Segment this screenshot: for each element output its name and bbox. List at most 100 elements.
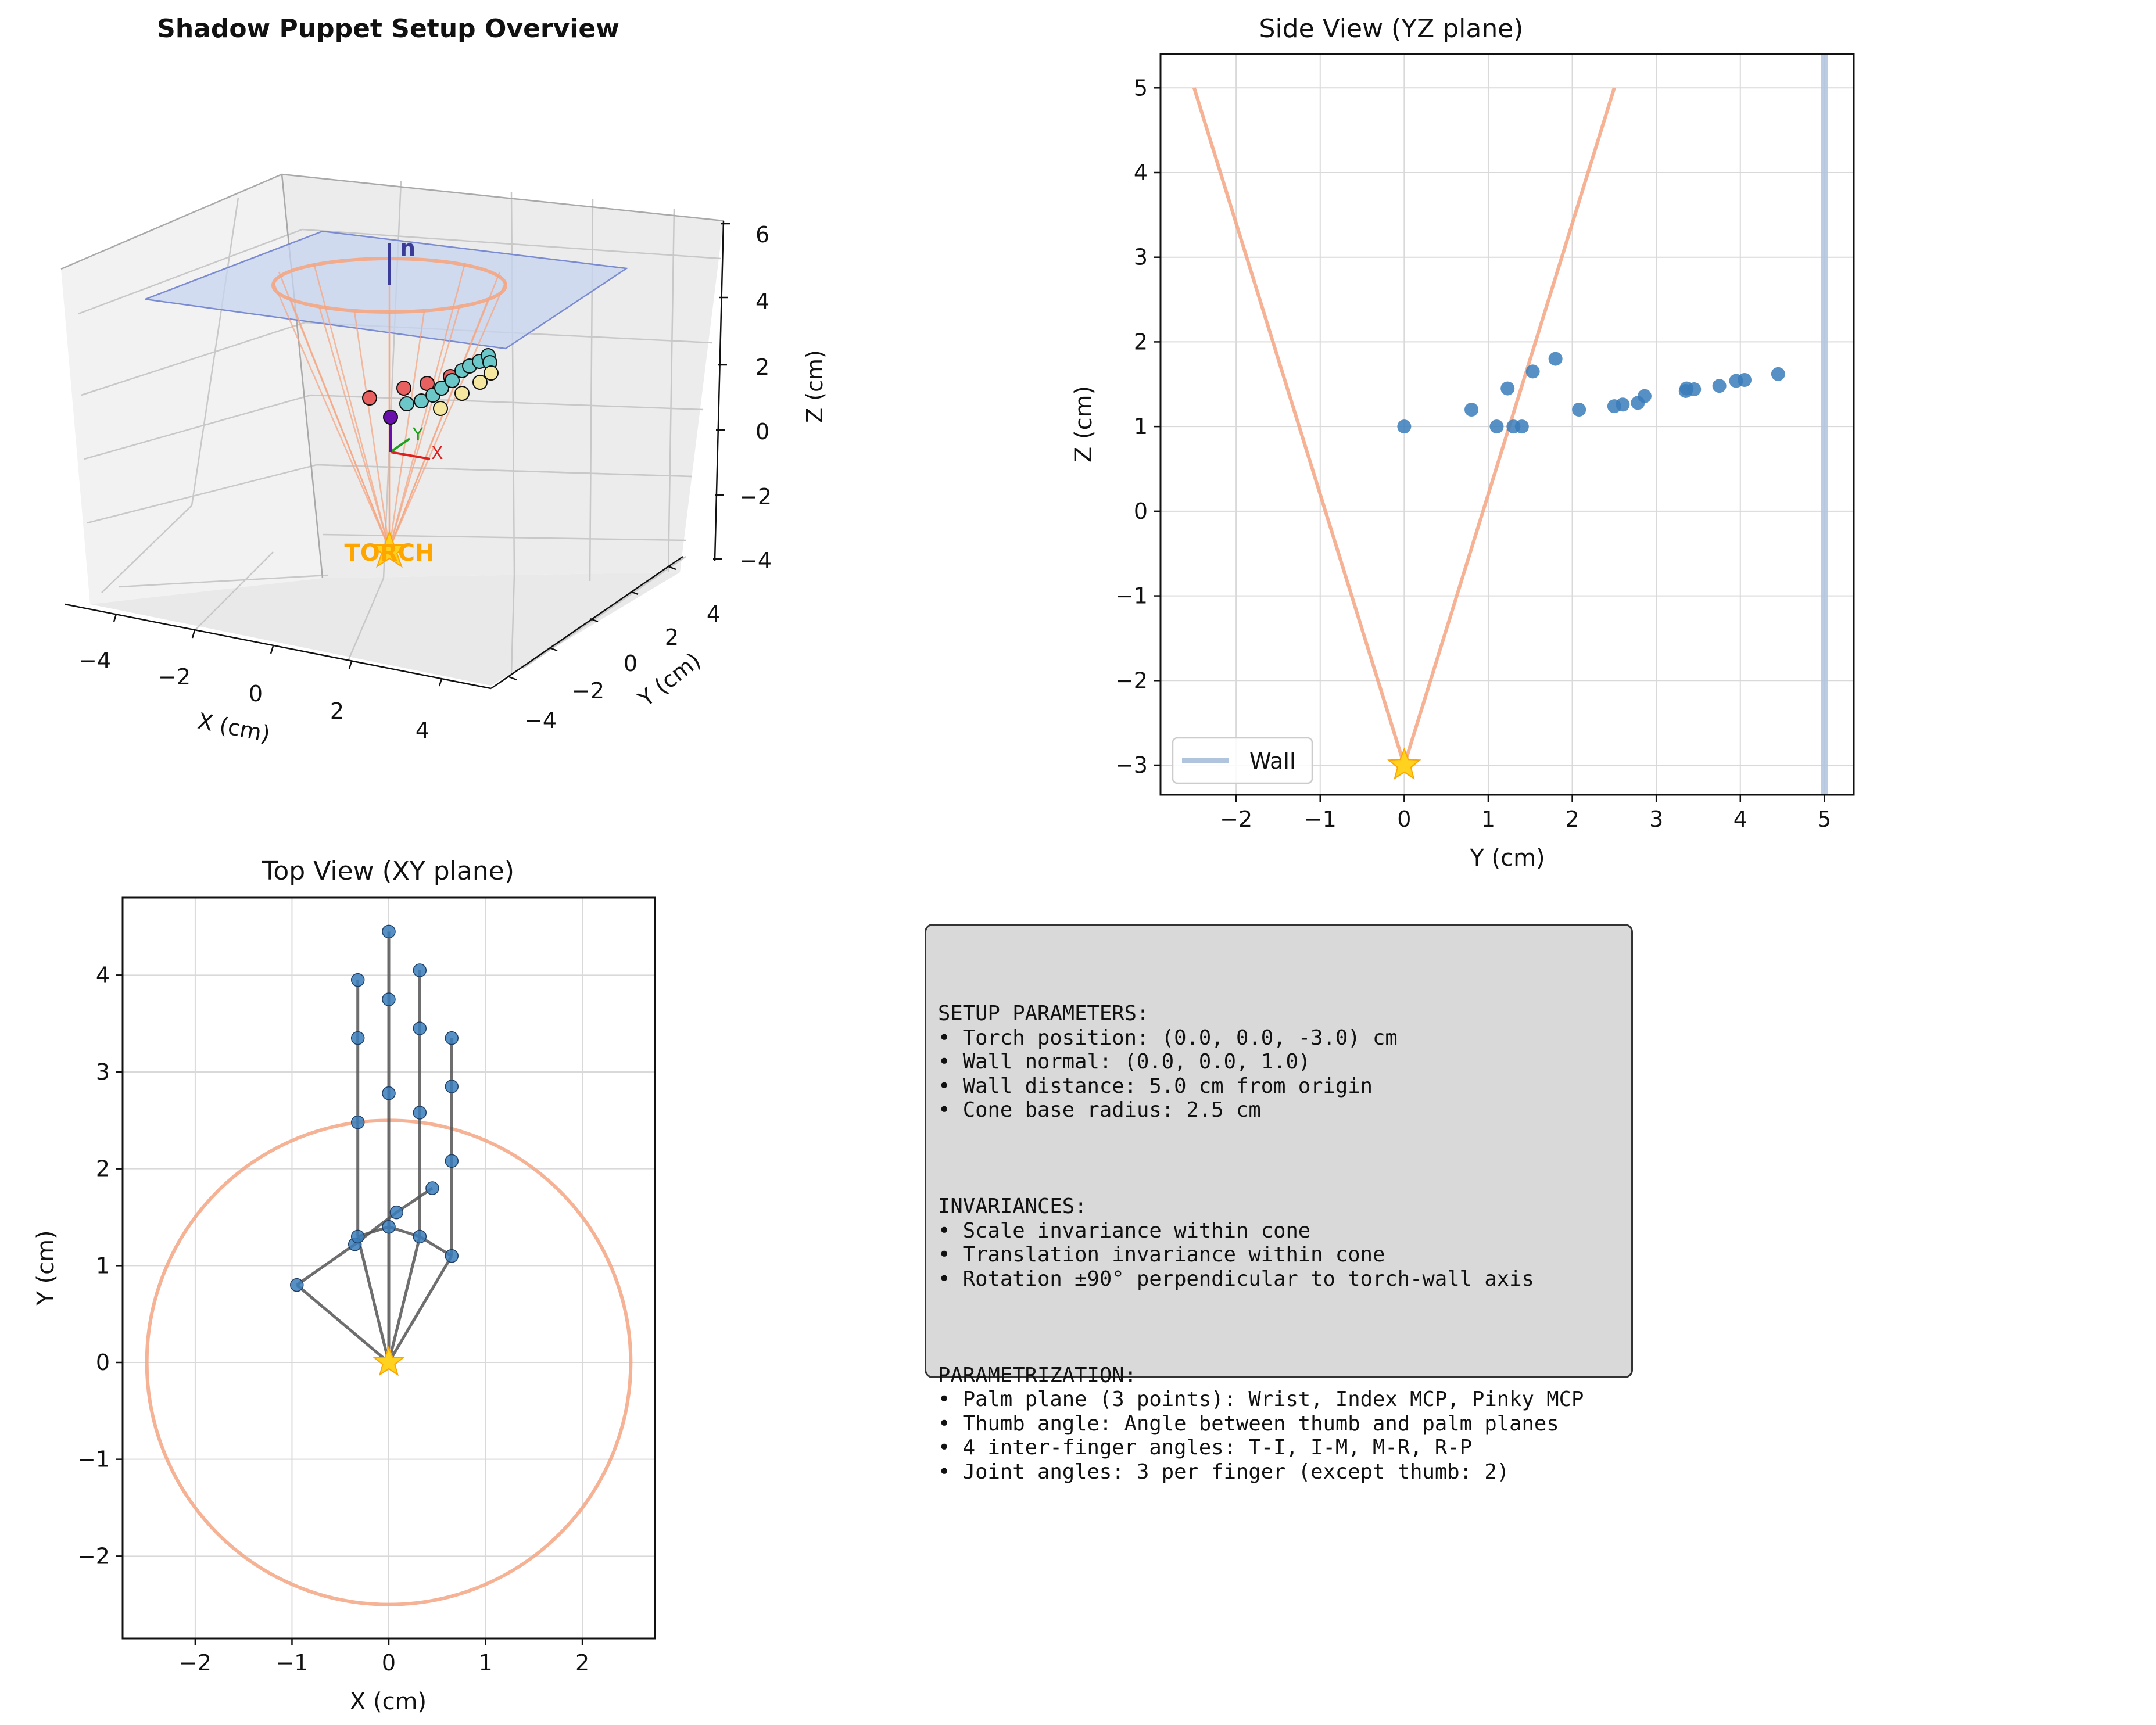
- joint-marker: [433, 401, 448, 416]
- y-tick-label: −2: [572, 678, 604, 704]
- joint-marker: [396, 381, 411, 396]
- joint-point: [1637, 389, 1652, 403]
- joint-point: [425, 1181, 439, 1195]
- joint-point: [350, 1229, 365, 1244]
- joint-point: [1500, 381, 1515, 396]
- joint-point: [1616, 397, 1630, 412]
- z-tick-label: 4: [755, 289, 769, 314]
- y-tick-label: 0: [624, 651, 638, 676]
- joint-point: [382, 924, 396, 939]
- joint-marker: [484, 365, 499, 381]
- side-view-y-label: Z (cm): [1070, 386, 1097, 462]
- y-tick-label: 2: [96, 1156, 110, 1182]
- info-text-box: SETUP PARAMETERS: • Torch position: (0.0,…: [925, 924, 1633, 1484]
- info-line: • Cone base radius: 2.5 cm: [938, 1098, 1261, 1122]
- info-line: • Rotation ±90° perpendicular to torch-w…: [938, 1267, 1534, 1291]
- y-tick-label: 0: [96, 1350, 110, 1375]
- y-tick-label: 3: [1134, 245, 1148, 270]
- x-tick-label: −2: [179, 1650, 212, 1676]
- skeleton-bone: [387, 1255, 453, 1364]
- joint-point: [1771, 367, 1785, 381]
- skeleton-bone: [356, 1236, 391, 1363]
- side-view-torch: [1387, 747, 1421, 780]
- legend-label: Wall: [1249, 748, 1296, 774]
- top-view-x-ticks: −2 −1 0 1 2: [179, 1638, 589, 1676]
- joint-point: [445, 1154, 459, 1168]
- top-view-title: Top View (XY plane): [262, 856, 514, 886]
- top-view-y-ticks: −2 −1 0 1 2 3 4: [77, 962, 123, 1569]
- joint-point: [350, 973, 365, 987]
- y-tick-label: −4: [524, 708, 557, 733]
- joint-marker: [434, 381, 449, 396]
- joint-point: [382, 1086, 396, 1100]
- x-ticks-3d: [113, 614, 443, 687]
- top-view-torch: [373, 1346, 405, 1376]
- local-x-axis: [390, 451, 431, 460]
- x-tick-label: −1: [275, 1650, 308, 1676]
- y-tick-label: 1: [1134, 414, 1148, 439]
- joint-point: [1548, 352, 1563, 366]
- skeleton-bone: [296, 1243, 356, 1286]
- info-line: • Wall normal: (0.0, 0.0, 1.0): [938, 1050, 1311, 1074]
- local-y-axis: [389, 437, 411, 453]
- joint-point: [445, 1031, 459, 1045]
- side-view-x-ticks: −2 −1 0 1 2 3 4 5: [1220, 795, 1831, 832]
- y-tick-label: 3: [96, 1059, 110, 1085]
- skeleton-bone: [296, 1283, 390, 1364]
- info-line: • Joint angles: 3 per finger (except thu…: [938, 1459, 1510, 1484]
- joint-marker: [362, 390, 377, 406]
- z-ticks-3d: [713, 223, 730, 560]
- x-tick-label: 2: [330, 698, 344, 724]
- joint-point: [413, 963, 427, 977]
- y-tick-label: 0: [1134, 499, 1148, 524]
- x-tick-label: −1: [1304, 806, 1337, 832]
- joint-point: [1464, 403, 1479, 417]
- info-line: • Translation invariance within cone: [938, 1243, 1385, 1267]
- y-axis-line: [490, 555, 683, 690]
- joint-marker: [399, 396, 414, 411]
- z-tick-label: 0: [755, 419, 769, 444]
- info-section-invariances: INVARIANCES: • Scale invariance within co…: [938, 1195, 1620, 1291]
- x-ticklabels-3d: −4 −2 0 2 4: [78, 648, 429, 743]
- top-view-points: [290, 924, 459, 1369]
- x-axis-line: [65, 603, 492, 690]
- x-tick-label: 1: [478, 1650, 492, 1676]
- info-heading: PARAMETRIZATION:: [938, 1363, 1137, 1387]
- torch-star: [373, 1346, 405, 1376]
- torch-star-3d: [368, 529, 411, 568]
- joint-point: [290, 1278, 304, 1292]
- y-tick-label: 4: [1134, 160, 1148, 185]
- joint-point: [382, 1220, 396, 1234]
- panel-3d-overview: Shadow Puppet Setup Overview: [60, 14, 828, 747]
- y-tick-label: 2: [665, 625, 679, 650]
- x-tick-label: 5: [1817, 806, 1831, 832]
- info-line: • Thumb angle: Angle between thumb and p…: [938, 1411, 1559, 1436]
- top-view-grid: [123, 898, 655, 1638]
- joint-point: [413, 1229, 427, 1244]
- info-line: • Wall distance: 5.0 cm from origin: [938, 1074, 1373, 1098]
- z-ticklabels-3d: 6 4 2 0 −2 −4: [739, 222, 772, 573]
- y-tick-label: −2: [1115, 668, 1148, 693]
- joint-marker: [383, 410, 398, 425]
- top-view-y-label: Y (cm): [33, 1230, 59, 1306]
- joint-point: [445, 1249, 459, 1263]
- joint-marker: [445, 373, 460, 388]
- y-ticklabels-3d: −4 −2 0 2 4: [524, 601, 721, 733]
- info-line: • Scale invariance within cone: [938, 1218, 1311, 1243]
- joint-point: [1397, 419, 1412, 434]
- joint-point: [413, 1021, 427, 1035]
- z-tick-label: 6: [755, 222, 769, 248]
- z-tick-label: 2: [755, 354, 769, 380]
- y-tick-label: 2: [1134, 329, 1148, 354]
- skeleton-bone: [387, 1236, 421, 1363]
- x-axis-label-3d: X (cm): [196, 708, 273, 747]
- y-tick-label: 5: [1134, 75, 1148, 101]
- y-ticks-3d: [508, 565, 676, 681]
- info-line: • Palm plane (3 points): Wrist, Index MC…: [938, 1387, 1584, 1411]
- joint-point: [350, 1031, 365, 1045]
- z-tick-label: −4: [739, 548, 772, 573]
- info-section-setup: SETUP PARAMETERS: • Torch position: (0.0,…: [938, 1002, 1620, 1122]
- x-tick-label: 2: [575, 1650, 589, 1676]
- y-tick-label: −3: [1115, 752, 1148, 778]
